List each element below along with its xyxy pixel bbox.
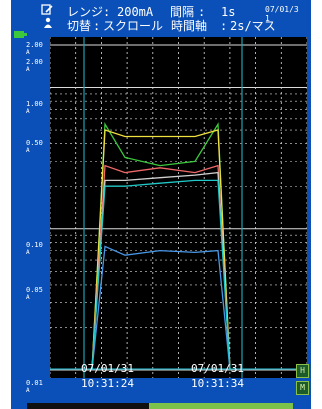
cursor-left-time: 10:31:24 — [81, 377, 134, 390]
mode-colon: : — [93, 19, 101, 33]
cursor-right-date: 07/01/31 — [191, 362, 244, 375]
y-tick-label: 0.05 A — [26, 286, 43, 302]
series-line-1 — [91, 129, 231, 371]
cursor-right-time: 10:31:34 — [191, 377, 244, 390]
edit-icon[interactable] — [41, 4, 53, 16]
trend-plot[interactable] — [50, 37, 307, 378]
interval-label: 間隔 — [170, 5, 195, 19]
series-line-2 — [91, 164, 231, 371]
cursor-left-date: 07/01/31 — [81, 362, 134, 375]
y-tick-label: 0.01 A — [26, 379, 43, 395]
interval-colon: : — [198, 5, 206, 19]
trend-chart — [50, 37, 307, 378]
header-date: 07/01/31 — [265, 5, 299, 23]
mode-label: 切替 — [67, 19, 92, 33]
person-icon — [44, 17, 52, 28]
marker-m[interactable]: M — [296, 381, 309, 395]
y-tick-label: 0.50 A — [26, 139, 43, 155]
interval-value: 1s — [221, 5, 236, 19]
logger-screen: レンジ : 200mA 間隔 : 1s 07/01/31 切替 : スクロール … — [11, 0, 311, 409]
marker-h[interactable]: H — [296, 364, 309, 378]
progress-bar — [27, 403, 293, 409]
y-tick-label: 2.00 A — [26, 41, 43, 57]
series-line-3 — [91, 171, 231, 371]
battery-icon — [14, 31, 27, 38]
series-line-4 — [91, 245, 231, 371]
range-colon: : — [103, 5, 111, 19]
series-line-0 — [91, 122, 231, 371]
progress-fill — [149, 403, 293, 409]
timeaxis-colon: : — [220, 19, 228, 33]
y-tick-label-secondary: 2.00 A — [26, 58, 43, 74]
range-label: レンジ — [67, 5, 104, 19]
timeaxis-value: 2s/マス — [230, 19, 276, 33]
mode-value: スクロール — [103, 19, 164, 33]
y-tick-label: 0.10 A — [26, 241, 43, 257]
range-value: 200mA — [117, 5, 154, 19]
timeaxis-label: 時間軸 — [171, 19, 208, 33]
series-line-5 — [91, 179, 231, 371]
y-tick-label: 1.00 A — [26, 100, 43, 116]
